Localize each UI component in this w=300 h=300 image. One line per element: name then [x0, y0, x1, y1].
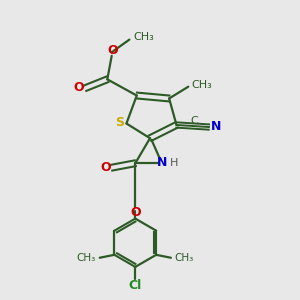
Text: CH₃: CH₃	[133, 32, 154, 42]
Text: Cl: Cl	[129, 279, 142, 292]
Text: S: S	[116, 116, 124, 129]
Text: CH₃: CH₃	[77, 253, 96, 263]
Text: O: O	[100, 160, 111, 174]
Text: C: C	[190, 116, 198, 126]
Text: N: N	[157, 156, 168, 169]
Text: O: O	[108, 44, 118, 57]
Text: N: N	[211, 120, 222, 133]
Text: CH₃: CH₃	[191, 80, 212, 90]
Text: H: H	[170, 158, 178, 168]
Text: O: O	[74, 81, 84, 94]
Text: O: O	[130, 206, 141, 219]
Text: CH₃: CH₃	[174, 253, 194, 263]
